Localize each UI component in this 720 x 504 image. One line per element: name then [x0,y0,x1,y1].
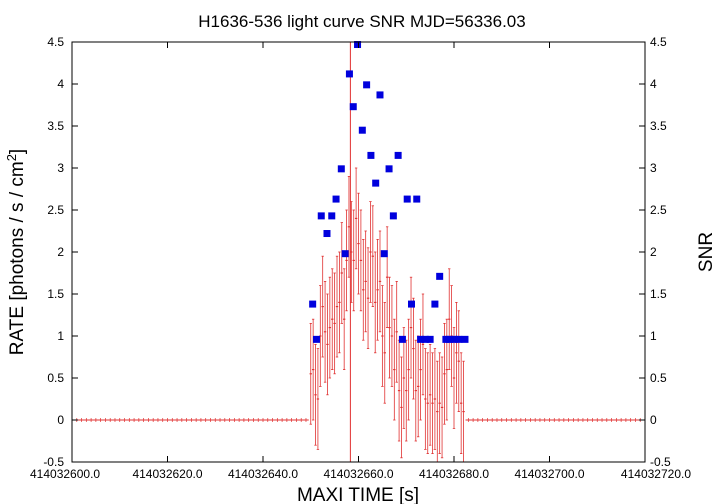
snr-point [328,212,336,220]
snr-point [349,103,357,111]
snr-point [337,165,345,173]
y-tick-label: 3 [57,161,64,175]
rate-series [71,167,646,463]
y-tick-label: 2.5 [47,203,64,217]
y-tick-label: 2 [57,245,64,259]
y-axis-label-superscript: 2 [4,154,19,161]
snr-point [445,335,453,343]
x-tick-label: 414032700.0 [514,467,584,481]
snr-point [431,300,439,308]
y2-tick-label: 3 [650,161,657,175]
snr-point [403,195,411,203]
x-tick-label: 414032660.0 [323,467,393,481]
snr-point [417,335,425,343]
y2-tick-label: 3.5 [650,119,667,133]
y-tick-label: 4 [57,77,64,91]
y2-axis-label: SNR [696,232,717,272]
x-tick-label: 414032640.0 [228,467,298,481]
y-tick-label: 1 [57,329,64,343]
snr-point [367,151,375,159]
snr-point [426,335,434,343]
y-tick-label: 3.5 [47,119,64,133]
y2-tick-label: 4 [650,77,657,91]
snr-point [408,300,416,308]
axis-ticks [71,41,646,463]
snr-point [436,272,444,280]
snr-point [332,195,340,203]
y-tick-label: 0 [57,413,64,427]
y2-tick-label: -0.5 [650,455,671,469]
x-axis-label: MAXI TIME [s] [297,485,419,504]
y2-tick-label: 0.5 [650,371,667,385]
y-tick-label: 0.5 [47,371,64,385]
snr-point [358,126,366,134]
y2-tick-label: 1 [650,329,657,343]
y2-tick-label: 2.5 [650,203,667,217]
y-axis-label: RATE [photons / s / cm2] [4,149,28,355]
y2-tick-label: 4.5 [650,35,667,49]
snr-series [309,41,469,343]
y-tick-label: 4.5 [47,35,64,49]
y-axis-label-main: RATE [photons / s / cm [7,161,28,355]
snr-point [372,179,380,187]
snr-point [398,335,406,343]
snr-point [312,335,320,343]
y2-tick-label: 1.5 [650,287,667,301]
x-tick-label: 414032680.0 [419,467,489,481]
y-tick-label: 1.5 [47,287,64,301]
y2-tick-label: 2 [650,245,657,259]
snr-point [380,250,388,258]
snr-point [394,151,402,159]
snr-point [354,41,362,49]
x-tick-label: 414032600.0 [30,467,100,481]
snr-point [389,212,397,220]
x-tick-label: 414032720.0 [621,467,691,481]
snr-point [345,70,353,78]
snr-point [450,335,458,343]
snr-point [461,335,469,343]
axis-tick-labels: -0.5 -0.5 0 0 0.5 0.5 1 1 1.5 1.5 2 2 2.5 2.5 3 3 3.5 3.5… [30,35,691,481]
snr-point [376,91,384,99]
snr-point [363,81,371,89]
snr-point [309,300,317,308]
y-axis-label-end: ] [7,149,28,154]
snr-point [341,250,349,258]
snr-point [317,212,325,220]
y2-tick-label: 0 [650,413,657,427]
snr-point [455,335,463,343]
snr-point [385,165,393,173]
snr-point [323,230,331,238]
snr-point [421,335,429,343]
snr-point [413,195,421,203]
chart-title: H1636-536 light curve SNR MJD=56336.03 [198,12,525,31]
y-tick-label: -0.5 [43,455,64,469]
x-tick-label: 414032620.0 [132,467,202,481]
